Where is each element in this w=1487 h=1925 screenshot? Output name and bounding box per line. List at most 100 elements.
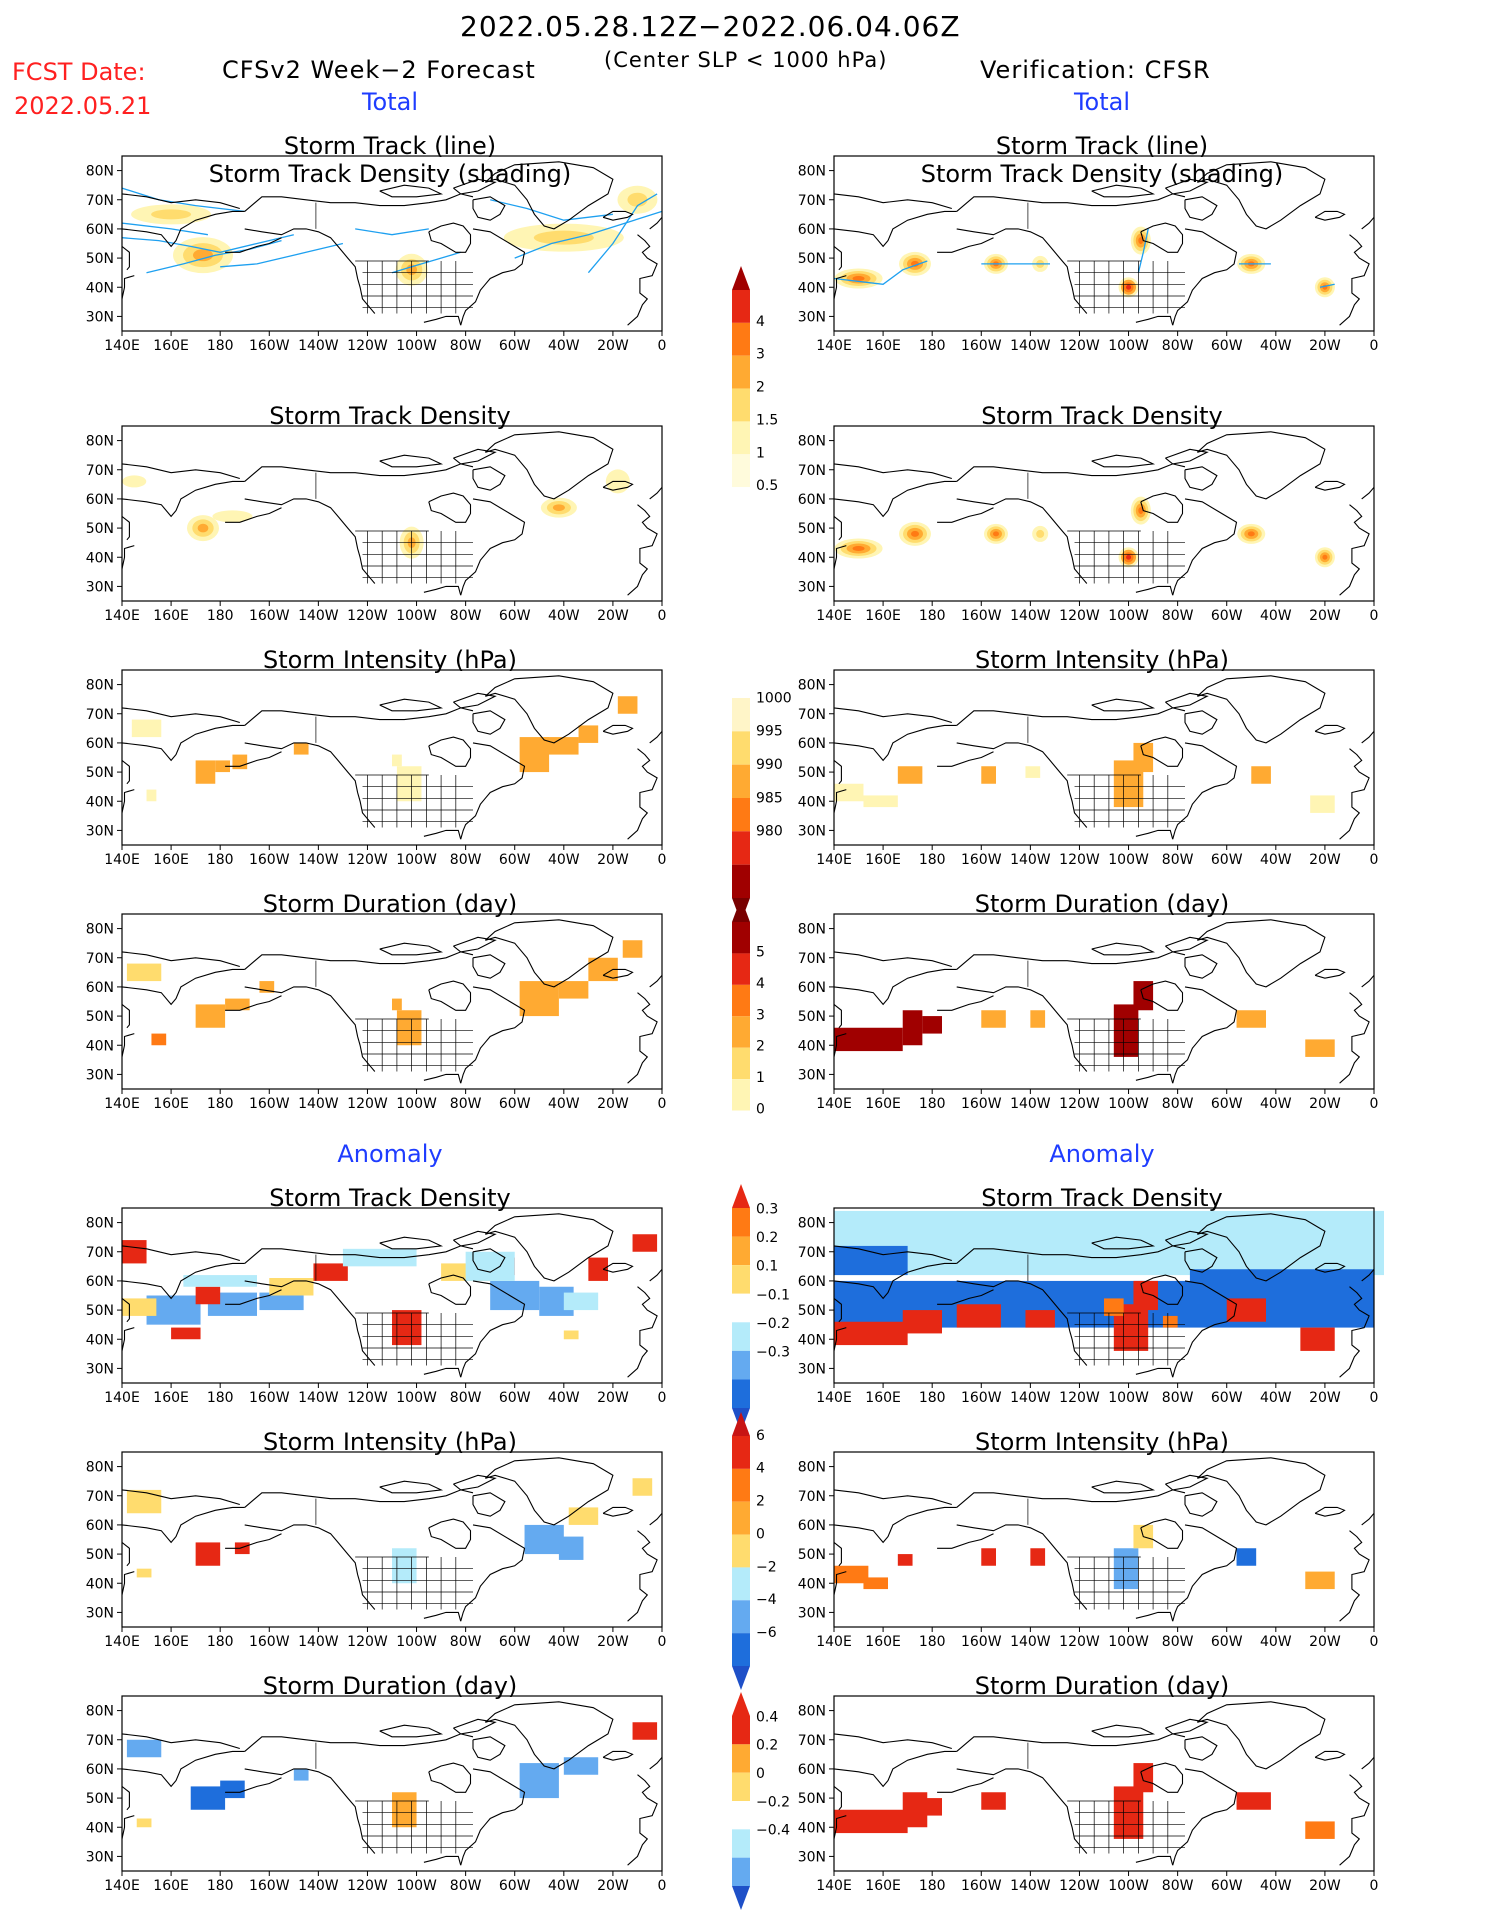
lon-tick-label: 0 xyxy=(658,608,667,624)
storm-track-line xyxy=(146,239,282,274)
grid-cell xyxy=(1189,1269,1374,1316)
coastline xyxy=(833,707,952,724)
coastline xyxy=(121,968,245,1006)
grid-cell xyxy=(1236,1548,1257,1566)
grid-cell xyxy=(259,1292,304,1311)
grid-cell xyxy=(1162,1315,1178,1328)
coastline xyxy=(1135,829,1174,840)
coastline xyxy=(121,1750,245,1788)
coastline xyxy=(956,1489,1186,1508)
colorbar-swatch xyxy=(732,831,750,865)
coastline xyxy=(1135,585,1174,596)
grid-cell xyxy=(544,737,579,755)
title-track-shading: Storm Track Density (shading) xyxy=(208,160,572,188)
colorbar-swatch xyxy=(732,1567,750,1601)
lon-tick-label: 140W xyxy=(298,608,339,624)
lon-tick-label: 60W xyxy=(499,338,531,354)
coastline xyxy=(1361,974,1375,988)
lon-tick-label: 20W xyxy=(597,852,629,868)
lat-tick-label: 40N xyxy=(798,550,826,566)
coastline xyxy=(1140,492,1184,523)
lat-tick-label: 40N xyxy=(798,1038,826,1054)
density-shading xyxy=(852,276,865,281)
lon-tick-label: 160W xyxy=(961,1390,1002,1406)
lon-tick-label: 0 xyxy=(1370,608,1379,624)
coastline xyxy=(833,1815,847,1840)
grid-cell xyxy=(981,1010,1006,1028)
section-anomaly-left: Anomaly xyxy=(337,1140,443,1168)
density-shading xyxy=(151,209,192,220)
colorbar-label: 0.4 xyxy=(756,1709,778,1725)
grid-cell xyxy=(632,1478,653,1496)
map-plot: 80N 70N 60N 50N 40N 30N 140E 160E 180 160W 140W 120… xyxy=(798,913,1378,1112)
lat-tick-label: 50N xyxy=(798,765,826,781)
title-intensity-left: Storm Intensity (hPa) xyxy=(263,646,517,674)
state-borders xyxy=(1027,1498,1185,1610)
lon-tick-label: 180 xyxy=(207,1878,234,1894)
lon-tick-label: 140E xyxy=(104,1096,140,1112)
lon-tick-label: 120W xyxy=(347,1634,388,1650)
lon-tick-label: 40W xyxy=(548,338,580,354)
storm-track-line xyxy=(121,187,245,213)
coastline xyxy=(1172,986,1238,1084)
colorbar-arrow-top xyxy=(732,266,750,290)
storm-track-line xyxy=(220,242,344,268)
coastline xyxy=(428,1274,472,1305)
coastline xyxy=(121,1262,245,1300)
coastline xyxy=(121,480,245,518)
lon-tick-label: 160E xyxy=(865,608,901,624)
colorbar-label: −0.1 xyxy=(756,1287,790,1303)
coastline xyxy=(1172,498,1238,596)
coastline xyxy=(225,995,282,1011)
lat-tick-label: 60N xyxy=(86,1274,114,1290)
map-frame xyxy=(121,1695,663,1872)
colorbar-label: 1 xyxy=(756,445,765,461)
coastline xyxy=(833,1262,957,1300)
title-duration-left: Storm Duration (day) xyxy=(262,890,518,918)
coastline xyxy=(1091,1724,1156,1738)
coastline xyxy=(602,1750,634,1761)
coastline xyxy=(423,315,462,326)
lon-tick-label: 40W xyxy=(1260,1878,1292,1894)
colorbar-label: 4 xyxy=(756,976,765,992)
map-panel-forecast-anom-density: 80N 70N 60N 50N 40N 30N 140E 160E 180 160W 140W 120… xyxy=(70,1206,672,1413)
map-panel-verif-anom-intensity: 80N 70N 60N 50N 40N 30N 140E 160E 180 160W 140W 120… xyxy=(782,1450,1384,1657)
grid-cell xyxy=(834,783,864,802)
lon-tick-label: 180 xyxy=(919,338,946,354)
coastline xyxy=(833,245,842,271)
colorbar-label: 4 xyxy=(756,314,765,330)
coastline xyxy=(1196,919,1326,988)
lon-tick-label: 120W xyxy=(347,338,388,354)
colorbar-swatch xyxy=(732,1772,750,1801)
lon-tick-label: 140W xyxy=(1010,1878,1051,1894)
lat-tick-label: 50N xyxy=(86,765,114,781)
lat-tick-label: 50N xyxy=(798,1303,826,1319)
coastline xyxy=(602,1506,634,1517)
map-frame xyxy=(121,669,663,846)
title-track-line: Storm Track (line) xyxy=(283,132,497,160)
coastline xyxy=(649,1512,663,1526)
coastline xyxy=(379,1236,444,1250)
coastline xyxy=(956,463,1186,482)
lon-tick-label: 20W xyxy=(597,1634,629,1650)
lon-tick-label: 160E xyxy=(153,608,189,624)
lon-tick-label: 60W xyxy=(1211,1878,1243,1894)
lat-tick-label: 70N xyxy=(86,951,114,967)
storm-track-line xyxy=(514,210,663,259)
lon-tick-label: 20W xyxy=(597,1390,629,1406)
coastline xyxy=(1339,234,1370,326)
density-shading xyxy=(1126,284,1132,290)
colorbar-swatch xyxy=(732,1744,750,1773)
map-plot: 80N 70N 60N 50N 40N 30N 140E 160E 180 160W 140W 120… xyxy=(86,913,666,1112)
grid-cell xyxy=(1133,1280,1158,1311)
coastline xyxy=(1172,1280,1238,1378)
lon-tick-label: 100W xyxy=(1108,1390,1149,1406)
density-shading xyxy=(533,230,594,245)
grid-cell xyxy=(834,1245,908,1276)
lon-tick-label: 140W xyxy=(1010,1634,1051,1650)
colorbar-swatch xyxy=(732,984,750,1017)
lat-tick-label: 80N xyxy=(798,678,826,694)
grid-cell xyxy=(834,1210,1487,1276)
lon-tick-label: 140W xyxy=(1010,1096,1051,1112)
colorbar-swatch xyxy=(732,953,750,985)
